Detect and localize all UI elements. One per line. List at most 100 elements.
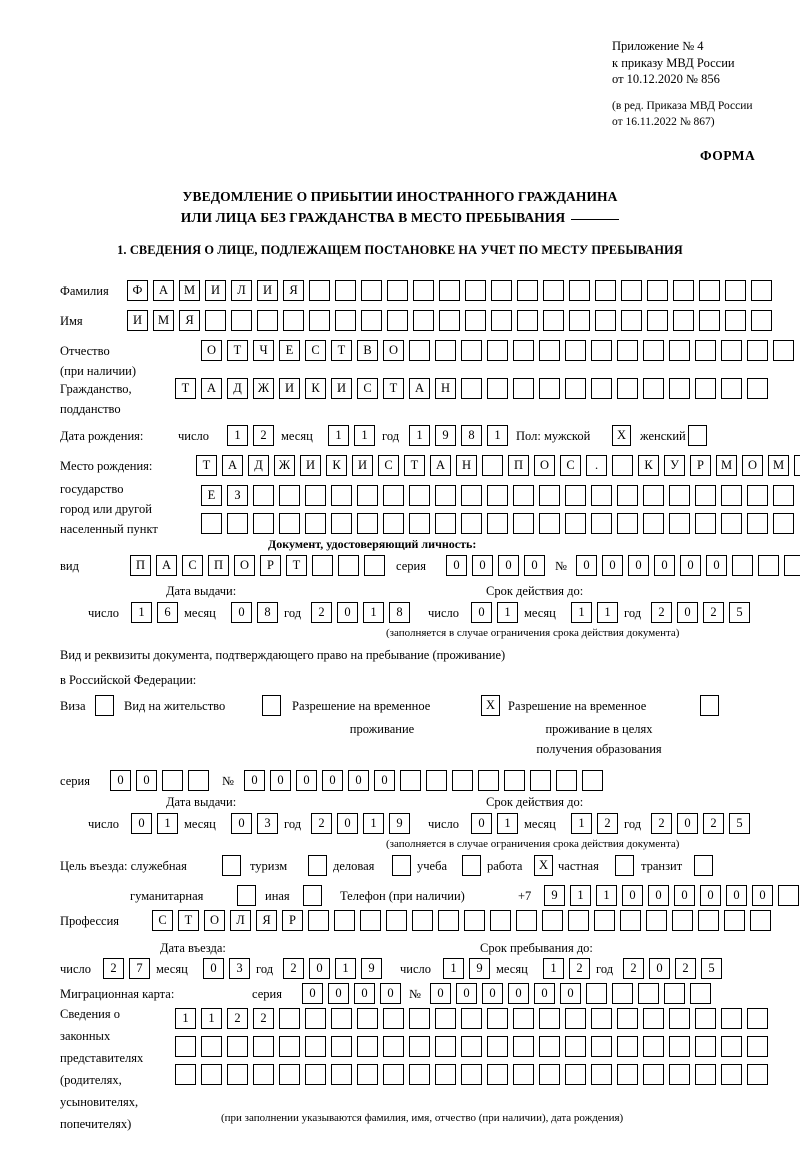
char-cell[interactable] <box>309 310 330 331</box>
char-cell[interactable]: 0 <box>231 602 252 623</box>
temp-residence-checkbox[interactable]: Х <box>481 695 500 716</box>
char-cell[interactable] <box>461 513 482 534</box>
char-cell[interactable]: Т <box>404 455 425 476</box>
char-cell[interactable] <box>778 885 799 906</box>
char-cell[interactable] <box>491 280 512 301</box>
char-cell[interactable] <box>773 513 794 534</box>
char-cell[interactable]: А <box>409 378 430 399</box>
char-cell[interactable] <box>227 513 248 534</box>
char-cell[interactable] <box>435 1036 456 1057</box>
char-cell[interactable] <box>331 1008 352 1029</box>
char-cell[interactable] <box>773 485 794 506</box>
char-cell[interactable] <box>539 1064 560 1085</box>
char-cell[interactable]: М <box>716 455 737 476</box>
char-cell[interactable]: 0 <box>677 813 698 834</box>
char-cell[interactable]: И <box>257 280 278 301</box>
char-cell[interactable] <box>331 1036 352 1057</box>
legal-rep-row-3-input[interactable] <box>175 1064 768 1085</box>
char-cell[interactable] <box>721 513 742 534</box>
char-cell[interactable] <box>724 910 745 931</box>
char-cell[interactable] <box>747 1008 768 1029</box>
char-cell[interactable] <box>612 983 633 1004</box>
char-cell[interactable]: Е <box>279 340 300 361</box>
char-cell[interactable] <box>647 280 668 301</box>
char-cell[interactable] <box>461 1036 482 1057</box>
char-cell[interactable]: 0 <box>446 555 467 576</box>
char-cell[interactable] <box>465 280 486 301</box>
char-cell[interactable] <box>413 280 434 301</box>
char-cell[interactable] <box>201 1036 222 1057</box>
char-cell[interactable] <box>312 555 333 576</box>
char-cell[interactable]: 1 <box>497 602 518 623</box>
char-cell[interactable]: Н <box>456 455 477 476</box>
char-cell[interactable]: Я <box>256 910 277 931</box>
char-cell[interactable]: 9 <box>389 813 410 834</box>
char-cell[interactable] <box>721 1036 742 1057</box>
residence-permit-checkbox[interactable] <box>262 695 281 716</box>
char-cell[interactable] <box>695 1036 716 1057</box>
char-cell[interactable]: 1 <box>201 1008 222 1029</box>
char-cell[interactable] <box>357 513 378 534</box>
char-cell[interactable]: 0 <box>654 555 675 576</box>
char-cell[interactable] <box>438 910 459 931</box>
char-cell[interactable] <box>594 910 615 931</box>
char-cell[interactable]: 8 <box>257 602 278 623</box>
char-cell[interactable]: 2 <box>253 1008 274 1029</box>
char-cell[interactable] <box>565 485 586 506</box>
char-cell[interactable]: Т <box>178 910 199 931</box>
char-cell[interactable] <box>643 1036 664 1057</box>
char-cell[interactable]: 2 <box>311 602 332 623</box>
char-cell[interactable] <box>357 485 378 506</box>
char-cell[interactable]: 2 <box>311 813 332 834</box>
char-cell[interactable]: 0 <box>602 555 623 576</box>
char-cell[interactable]: Ж <box>253 378 274 399</box>
char-cell[interactable]: Р <box>690 455 711 476</box>
char-cell[interactable] <box>646 910 667 931</box>
char-cell[interactable]: 6 <box>157 602 178 623</box>
char-cell[interactable]: 0 <box>302 983 323 1004</box>
char-cell[interactable] <box>747 378 768 399</box>
char-cell[interactable] <box>439 310 460 331</box>
char-cell[interactable]: О <box>534 455 555 476</box>
sex-male-checkbox[interactable]: Х <box>612 425 631 446</box>
char-cell[interactable]: Л <box>231 280 252 301</box>
char-cell[interactable] <box>591 1036 612 1057</box>
char-cell[interactable] <box>283 310 304 331</box>
char-cell[interactable] <box>279 485 300 506</box>
char-cell[interactable]: 8 <box>389 602 410 623</box>
char-cell[interactable]: 2 <box>675 958 696 979</box>
char-cell[interactable] <box>751 310 772 331</box>
char-cell[interactable] <box>721 378 742 399</box>
char-cell[interactable] <box>487 1008 508 1029</box>
char-cell[interactable] <box>461 485 482 506</box>
char-cell[interactable] <box>621 280 642 301</box>
char-cell[interactable] <box>539 485 560 506</box>
char-cell[interactable]: И <box>352 455 373 476</box>
char-cell[interactable] <box>487 340 508 361</box>
char-cell[interactable] <box>695 1064 716 1085</box>
char-cell[interactable] <box>504 770 525 791</box>
char-cell[interactable] <box>331 513 352 534</box>
char-cell[interactable] <box>201 513 222 534</box>
char-cell[interactable]: Т <box>196 455 217 476</box>
char-cell[interactable] <box>539 1008 560 1029</box>
char-cell[interactable] <box>582 770 603 791</box>
char-cell[interactable]: 7 <box>129 958 150 979</box>
char-cell[interactable] <box>747 1036 768 1057</box>
char-cell[interactable] <box>257 310 278 331</box>
char-cell[interactable] <box>617 1008 638 1029</box>
char-cell[interactable] <box>530 770 551 791</box>
char-cell[interactable] <box>461 1008 482 1029</box>
char-cell[interactable] <box>621 310 642 331</box>
char-cell[interactable]: Л <box>230 910 251 931</box>
char-cell[interactable]: 0 <box>374 770 395 791</box>
char-cell[interactable] <box>569 280 590 301</box>
char-cell[interactable]: И <box>127 310 148 331</box>
